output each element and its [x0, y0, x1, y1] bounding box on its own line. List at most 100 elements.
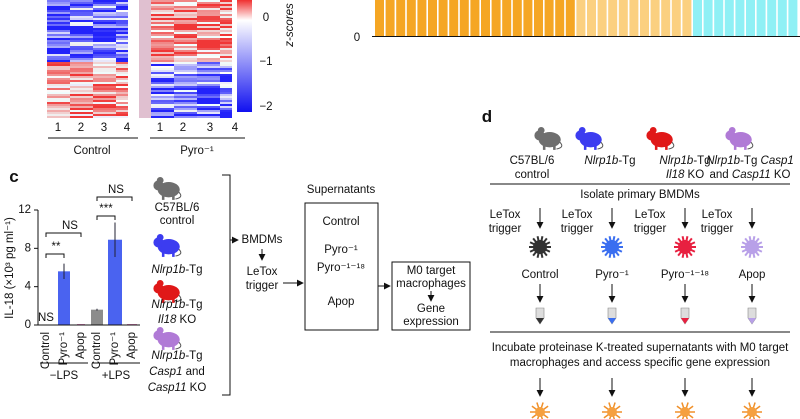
heatmap-cell	[116, 12, 128, 14]
bar-cropped	[417, 0, 427, 36]
heatmap-cell	[197, 78, 220, 80]
heatmap-cell	[197, 8, 220, 10]
heatmap-cell	[151, 36, 174, 38]
macrophage	[747, 407, 757, 417]
heatmap-cell	[116, 66, 128, 68]
significance-bracket	[45, 232, 82, 237]
heatmap-cell	[151, 68, 174, 70]
heatmap-cell	[47, 100, 70, 102]
condition-label: Apop	[739, 269, 766, 281]
heatmap-cell	[174, 100, 197, 102]
mouse-icon	[645, 126, 675, 151]
heatmap-cell	[220, 86, 232, 88]
heatmap-cell	[197, 90, 220, 92]
heatmap-cell	[116, 96, 128, 98]
macrophage	[535, 407, 545, 417]
heatmap-cell	[93, 112, 116, 114]
heatmap-cell	[47, 44, 70, 46]
heatmap-cell	[116, 110, 128, 112]
heatmap-cell	[197, 86, 220, 88]
heatmap-cell	[220, 112, 232, 114]
heatmap-cell	[151, 8, 174, 10]
heatmap-cell	[93, 94, 116, 96]
heatmap-cell	[197, 62, 220, 64]
heatmap-cell	[116, 78, 128, 80]
genotype-label: C57BL/6	[510, 155, 555, 167]
y-tick-label: 4	[25, 281, 32, 293]
step-label: BMDMs	[242, 234, 283, 246]
heatmap-cell	[47, 110, 70, 112]
heatmap-cell	[197, 96, 220, 98]
heatmap-cell	[47, 10, 70, 12]
heatmap-cell	[116, 94, 128, 96]
step-label: macrophages and access specific gene exp…	[510, 357, 770, 369]
heatmap-cell	[174, 0, 197, 2]
column-label: 3	[101, 122, 107, 134]
heatmap-cell	[197, 42, 220, 44]
heatmap-cell	[70, 52, 93, 54]
bar-cropped	[512, 0, 522, 36]
heatmap-cell	[174, 64, 197, 66]
heatmap-cell	[70, 104, 93, 106]
heatmap-cell	[116, 2, 128, 4]
heatmap-cell	[70, 74, 93, 76]
colorbar-tick: 0	[263, 12, 269, 24]
heatmap-cell	[116, 8, 128, 10]
heatmap-cell	[197, 2, 220, 4]
heatmap-cell	[151, 50, 174, 52]
step-label: Isolate primary BMDMs	[580, 189, 700, 201]
bar-cropped	[777, 0, 787, 36]
heatmap-cell	[93, 68, 116, 70]
step-label: trigger	[701, 223, 734, 235]
panel-label: c	[9, 167, 18, 186]
heatmap-cell	[220, 34, 232, 36]
heatmap-cell	[151, 40, 174, 42]
heatmap-cell	[70, 78, 93, 80]
heatmap-cell	[197, 24, 220, 26]
heatmap-cell	[174, 16, 197, 18]
heatmap-cell	[116, 52, 128, 54]
heatmap-cell	[197, 32, 220, 34]
heatmap-cell	[93, 32, 116, 34]
heatmap-cell	[174, 26, 197, 28]
heatmap-cell	[197, 102, 220, 104]
heatmap-cell	[151, 60, 174, 62]
heatmap-cell	[116, 56, 128, 58]
bar-cropped	[756, 0, 766, 36]
heatmap-cell	[197, 94, 220, 96]
heatmap-cell	[220, 92, 232, 94]
bar-cropped	[544, 0, 554, 36]
heatmap-cell	[70, 80, 93, 82]
bar	[108, 239, 122, 325]
heatmap-cell	[47, 54, 70, 56]
step-label: Gene	[417, 303, 445, 315]
heatmap-cell	[174, 72, 197, 74]
heatmap-cell	[47, 32, 70, 34]
heatmap-cell	[174, 104, 197, 106]
heatmap-cell	[197, 22, 220, 24]
heatmap-cell	[70, 30, 93, 32]
heatmap-cell	[70, 50, 93, 52]
heatmap-cell	[47, 104, 70, 106]
heatmap-cell	[151, 64, 174, 66]
heatmap-cell	[151, 14, 174, 16]
macrophage	[607, 407, 617, 417]
condition-label: Apop	[328, 296, 355, 308]
heatmap-cell	[47, 106, 70, 108]
heatmap-cell	[116, 10, 128, 12]
heatmap-cell	[116, 48, 128, 50]
x-tick-label: Pyro⁻¹	[109, 332, 121, 366]
heatmap-cell	[47, 88, 70, 90]
heatmap-cell	[174, 34, 197, 36]
heatmap-cell	[93, 54, 116, 56]
heatmap-cell	[47, 64, 70, 66]
heatmap-cell	[47, 80, 70, 82]
heatmap-cell	[151, 70, 174, 72]
heatmap-cell	[220, 100, 232, 102]
heatmap-cell	[70, 2, 93, 4]
heatmap-cell	[93, 28, 116, 30]
heatmap-cell	[70, 60, 93, 62]
heatmap-cell	[116, 0, 128, 2]
heatmap-cell	[116, 68, 128, 70]
condition-label: Pyro⁻¹	[324, 244, 358, 256]
